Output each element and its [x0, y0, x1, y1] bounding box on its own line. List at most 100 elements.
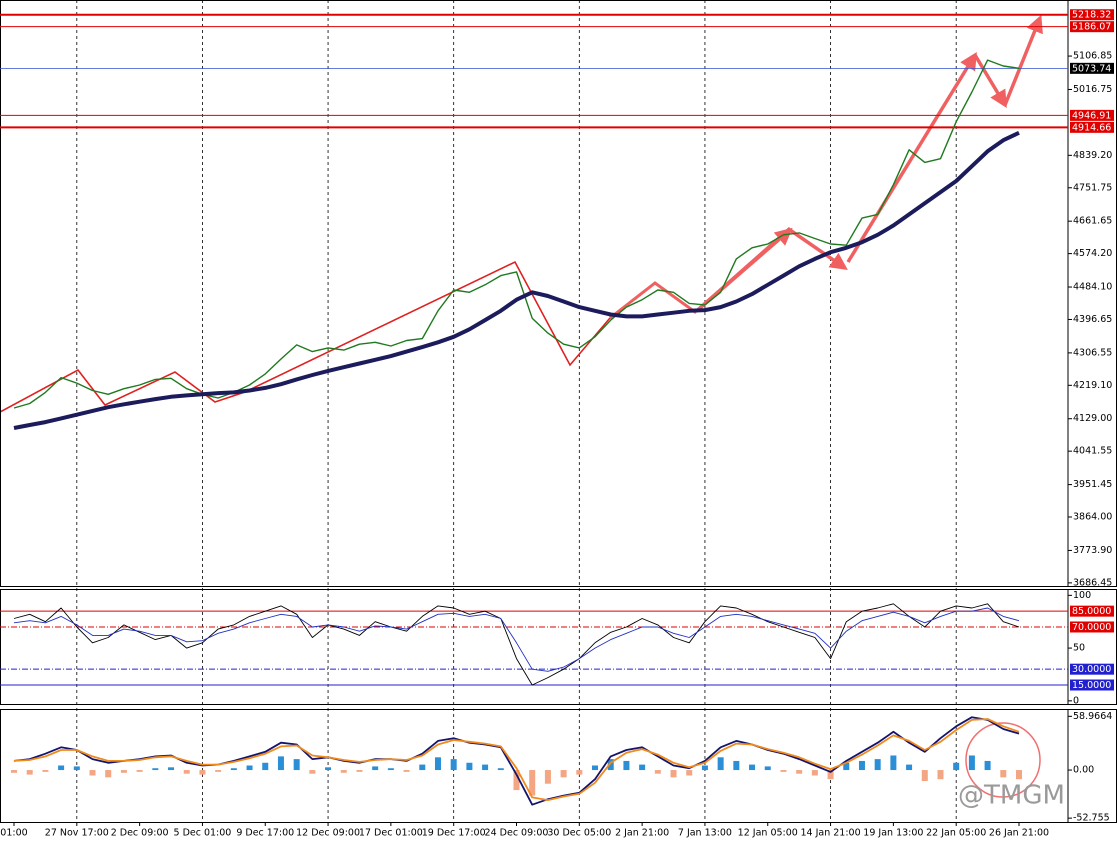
- x-tick-label: 26 Jan 21:00: [989, 828, 1049, 839]
- histogram-bar: [42, 770, 49, 772]
- histogram-bar: [544, 770, 551, 784]
- histogram-bar: [607, 759, 614, 771]
- histogram-bar: [230, 768, 237, 771]
- y-tick-label: 3686.45: [1073, 577, 1112, 588]
- histogram-bar: [277, 756, 284, 771]
- histogram-bar: [576, 770, 583, 775]
- x-tick-label: 01:00: [0, 828, 27, 839]
- arrow: [973, 54, 1007, 109]
- level-box: [1070, 21, 1114, 33]
- level-label: 5218.32: [1070, 9, 1114, 21]
- x-tick-label: 12 Dec 09:00: [296, 828, 360, 839]
- histogram-bar: [325, 767, 332, 771]
- histogram-bar: [906, 764, 913, 771]
- level-label: 4914.66: [1070, 121, 1114, 133]
- level-box: [1070, 679, 1114, 691]
- histogram-bar: [749, 764, 756, 771]
- level-box: [1070, 663, 1114, 675]
- histogram-bar: [434, 757, 441, 771]
- histogram-bar: [764, 766, 771, 771]
- y-tick-label: 4129.00: [1073, 413, 1112, 424]
- histogram-bar: [811, 770, 818, 776]
- level-box: [1070, 621, 1114, 633]
- y-tick-label: 4219.10: [1073, 380, 1112, 391]
- histogram-bar: [262, 762, 269, 771]
- series-line: [13, 59, 1020, 409]
- histogram-bar: [937, 770, 944, 780]
- histogram-bar: [874, 759, 881, 771]
- x-tick-label: 7 Jan 13:00: [678, 828, 732, 839]
- histogram-bar: [309, 770, 316, 774]
- x-tick-label: 14 Jan 21:00: [800, 828, 860, 839]
- y-tick-label: 3951.45: [1073, 479, 1112, 490]
- histogram-bar: [11, 770, 17, 773]
- histogram-bar: [639, 764, 646, 771]
- y-tick-label: -52.755: [1073, 813, 1110, 824]
- histogram-bar: [921, 770, 928, 781]
- x-tick-label: 24 Dec 09:00: [485, 828, 549, 839]
- x-tick-label: 9 Dec 17:00: [236, 828, 294, 839]
- level-value: 4914.66: [1072, 122, 1111, 133]
- histogram-bar: [796, 770, 803, 774]
- series-line: [13, 716, 1020, 806]
- histogram-bar: [183, 770, 190, 774]
- histogram-bar: [340, 770, 347, 773]
- x-tick-label: 5 Dec 01:00: [174, 828, 232, 839]
- histogram-bar: [686, 770, 693, 776]
- histogram-bar: [497, 768, 504, 771]
- y-tick-label: 4306.55: [1073, 347, 1112, 358]
- y-tick-label: 4484.10: [1073, 282, 1112, 293]
- y-tick-label: 5106.85: [1073, 51, 1112, 62]
- level-value: 5073.74: [1072, 63, 1111, 74]
- level-value: 85.0000: [1072, 606, 1111, 617]
- level-label: 15.0000: [1070, 679, 1114, 691]
- histogram-bar: [733, 760, 740, 771]
- x-tick-label: 19 Jan 13:00: [863, 828, 923, 839]
- y-tick-label: 50: [1073, 643, 1085, 654]
- y-tick-label: 4751.75: [1073, 182, 1112, 193]
- histogram-bar: [890, 755, 897, 771]
- histogram-bar: [482, 764, 489, 771]
- x-tick-label: 2 Jan 21:00: [615, 828, 669, 839]
- y-tick-label: 5016.75: [1073, 84, 1112, 95]
- level-box: [1070, 605, 1114, 617]
- histogram-bar: [717, 757, 724, 771]
- y-tick-label: 4661.65: [1073, 216, 1112, 227]
- arrow: [1003, 14, 1043, 106]
- level-label: 85.0000: [1070, 605, 1114, 617]
- x-tick-label: 30 Dec 05:00: [547, 828, 611, 839]
- y-tick-label: 0.00: [1073, 765, 1094, 776]
- series-line: [13, 603, 1020, 686]
- y-tick-label: 3864.00: [1073, 512, 1112, 523]
- histogram-bar: [953, 762, 960, 771]
- histogram-bar: [654, 770, 661, 774]
- histogram-bar: [701, 765, 708, 771]
- histogram-bar: [560, 770, 567, 778]
- y-tick-label: 4396.65: [1073, 314, 1112, 325]
- level-label: 30.0000: [1070, 663, 1114, 675]
- x-tick-label: 19 Dec 17:00: [422, 828, 486, 839]
- y-tick-label: 100: [1073, 590, 1091, 601]
- histogram-bar: [513, 770, 520, 791]
- histogram-bar: [73, 766, 80, 771]
- histogram-bar: [466, 762, 473, 771]
- x-tick-label: 22 Jan 05:00: [926, 828, 986, 839]
- level-value: 5218.32: [1072, 10, 1111, 21]
- x-tick-label: 17 Dec 01:00: [359, 828, 423, 839]
- y-tick-label: 3773.90: [1073, 545, 1112, 556]
- x-tick-label: 27 Nov 17:00: [45, 828, 109, 839]
- x-tick-label: 12 Jan 05:00: [738, 828, 798, 839]
- level-label: 5073.74: [1070, 62, 1114, 74]
- histogram-bar: [293, 759, 300, 771]
- y-tick-label: 4041.55: [1073, 446, 1112, 457]
- histogram-bar: [58, 765, 65, 771]
- histogram-bar: [168, 767, 175, 771]
- histogram-bar: [89, 770, 96, 776]
- histogram-bar: [1016, 770, 1022, 780]
- histogram-bar: [843, 762, 850, 771]
- level-label: 5186.07: [1070, 21, 1114, 33]
- histogram-bar: [215, 770, 222, 772]
